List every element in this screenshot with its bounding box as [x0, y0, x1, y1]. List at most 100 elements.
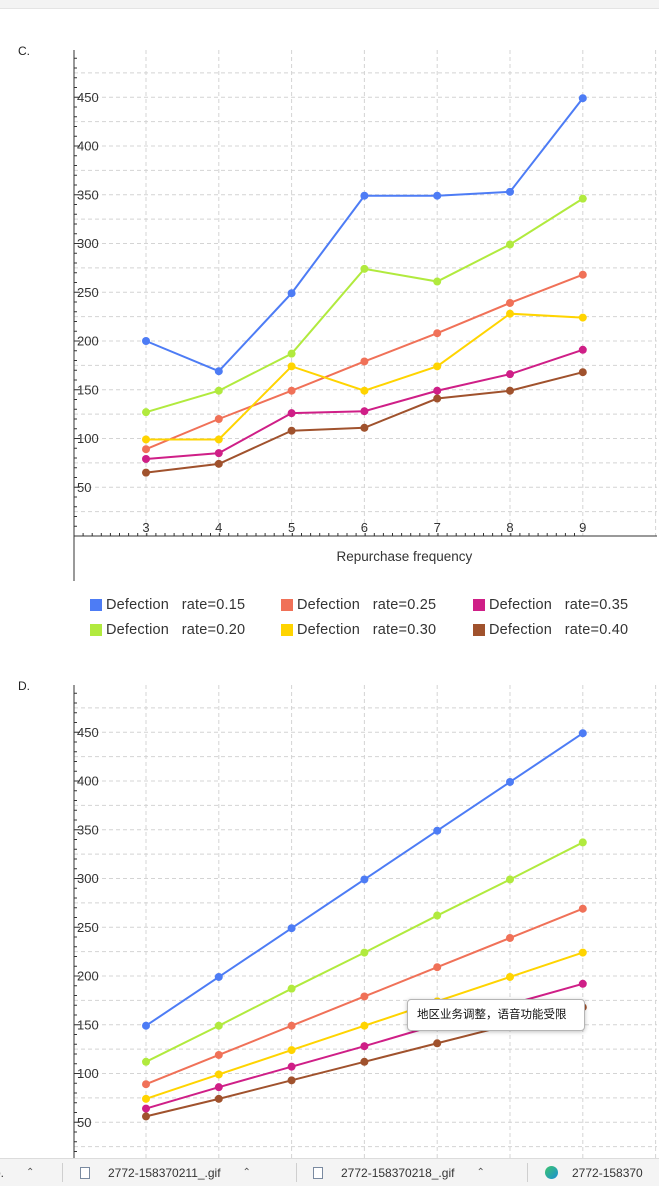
y-tick-label: 50 — [77, 1115, 91, 1130]
data-point — [287, 349, 296, 358]
data-point — [578, 94, 587, 103]
y-tick-label: 350 — [77, 187, 99, 202]
data-point — [578, 194, 587, 203]
data-point — [506, 386, 514, 395]
data-point — [287, 1046, 296, 1055]
legend-swatch-icon — [90, 599, 102, 611]
data-point — [142, 445, 150, 454]
data-point — [433, 191, 442, 200]
data-point — [214, 415, 223, 423]
data-point — [360, 386, 369, 395]
y-tick-label: 400 — [77, 774, 99, 789]
chevron-up-icon[interactable]: ⌃ — [476, 1167, 485, 1178]
data-point — [360, 264, 369, 273]
y-tick-label: 200 — [77, 969, 99, 984]
data-point — [214, 367, 223, 376]
legend-item-rate-025: Defection rate=0.25 — [281, 597, 436, 613]
legend-row-1: Defection rate=0.15 Defection rate=0.25 … — [90, 597, 659, 622]
file-icon — [313, 1166, 323, 1179]
chevron-up-icon[interactable]: ⌃ — [242, 1167, 251, 1178]
data-point — [360, 992, 369, 1001]
data-point — [578, 270, 587, 279]
x-tick-label: 4 — [215, 520, 222, 535]
data-point — [506, 298, 514, 307]
legend-swatch-icon — [281, 599, 293, 611]
data-point — [142, 1057, 150, 1066]
data-point — [578, 313, 587, 322]
data-point — [578, 368, 587, 377]
data-point — [578, 345, 587, 354]
legend-label: Defection rate=0.20 — [106, 622, 246, 638]
x-tick-label: 3 — [142, 520, 149, 535]
data-point — [578, 979, 587, 988]
data-point — [287, 289, 296, 298]
data-point — [506, 187, 514, 196]
taskbar-item-1[interactable]: 2772-158370211_.gif ⌃ — [80, 1159, 251, 1186]
data-point — [506, 933, 514, 942]
data-point — [287, 362, 296, 371]
data-point — [360, 1042, 369, 1051]
data-point — [142, 435, 150, 444]
data-point — [214, 972, 223, 981]
data-point — [433, 329, 442, 338]
download-taskbar: o. ⌃ 2772-158370211_.gif ⌃ 2772-15837021… — [0, 1158, 659, 1186]
data-point — [287, 1062, 296, 1071]
taskbar-item-0[interactable]: o. ⌃ — [0, 1159, 34, 1186]
y-tick-label: 450 — [77, 90, 99, 105]
legend-item-rate-040: Defection rate=0.40 — [473, 622, 628, 638]
data-point — [214, 1094, 223, 1103]
x-tick-label: 7 — [434, 520, 441, 535]
taskbar-divider — [296, 1163, 297, 1182]
legend-swatch-icon — [473, 624, 485, 636]
data-point — [506, 972, 514, 981]
data-point — [506, 777, 514, 786]
data-point — [287, 924, 296, 933]
data-point — [433, 386, 442, 395]
data-point — [360, 1057, 369, 1066]
data-point — [142, 408, 150, 417]
taskbar-item-label: 2772-158370211_.gif — [108, 1165, 221, 1180]
data-point — [433, 394, 442, 403]
legend-label: Defection rate=0.35 — [489, 597, 629, 613]
data-point — [287, 409, 296, 418]
y-tick-label: 100 — [77, 431, 99, 446]
chart-legend: Defection rate=0.15 Defection rate=0.25 … — [90, 597, 659, 647]
data-point — [142, 337, 150, 345]
x-tick-label: 8 — [506, 520, 513, 535]
data-point — [360, 407, 369, 416]
data-point — [287, 1076, 296, 1085]
chart-c-line-plot: 50 100 150 200 250 300 350 400 450 3 4 5 6 7 8 9 Repurch… — [73, 50, 657, 581]
taskbar-divider — [62, 1163, 63, 1182]
data-point — [506, 370, 514, 379]
data-point — [214, 1070, 223, 1079]
taskbar-item-3[interactable]: 2772-158370 — [545, 1159, 643, 1186]
legend-row-2: Defection rate=0.20 Defection rate=0.30 … — [90, 622, 659, 647]
x-tick-label: 9 — [579, 520, 586, 535]
data-point — [142, 1021, 150, 1030]
taskbar-item-label: 2772-158370218_.gif — [341, 1165, 455, 1180]
data-point — [214, 1083, 223, 1092]
data-point — [287, 1021, 296, 1030]
x-axis-title: Repurchase frequency — [336, 549, 472, 564]
chevron-up-icon[interactable]: ⌃ — [26, 1167, 35, 1178]
data-point — [578, 904, 587, 913]
y-tick-label: 200 — [77, 334, 99, 349]
x-tick-label: 5 — [288, 520, 295, 535]
y-tick-label: 300 — [77, 871, 99, 886]
data-point — [360, 191, 369, 200]
browser-icon — [545, 1166, 558, 1179]
panel-label-c: C. — [18, 44, 30, 58]
legend-swatch-icon — [473, 599, 485, 611]
data-point — [578, 948, 587, 957]
data-point — [433, 963, 442, 972]
x-tick-label: 6 — [361, 520, 368, 535]
legend-item-rate-015: Defection rate=0.15 — [90, 597, 245, 613]
data-point — [360, 423, 369, 432]
legend-item-rate-030: Defection rate=0.30 — [281, 622, 436, 638]
legend-item-rate-020: Defection rate=0.20 — [90, 622, 245, 638]
data-point — [214, 449, 223, 458]
data-point — [360, 875, 369, 884]
data-point — [142, 1104, 150, 1113]
data-point — [142, 1080, 150, 1089]
taskbar-item-2[interactable]: 2772-158370218_.gif ⌃ — [313, 1159, 485, 1186]
